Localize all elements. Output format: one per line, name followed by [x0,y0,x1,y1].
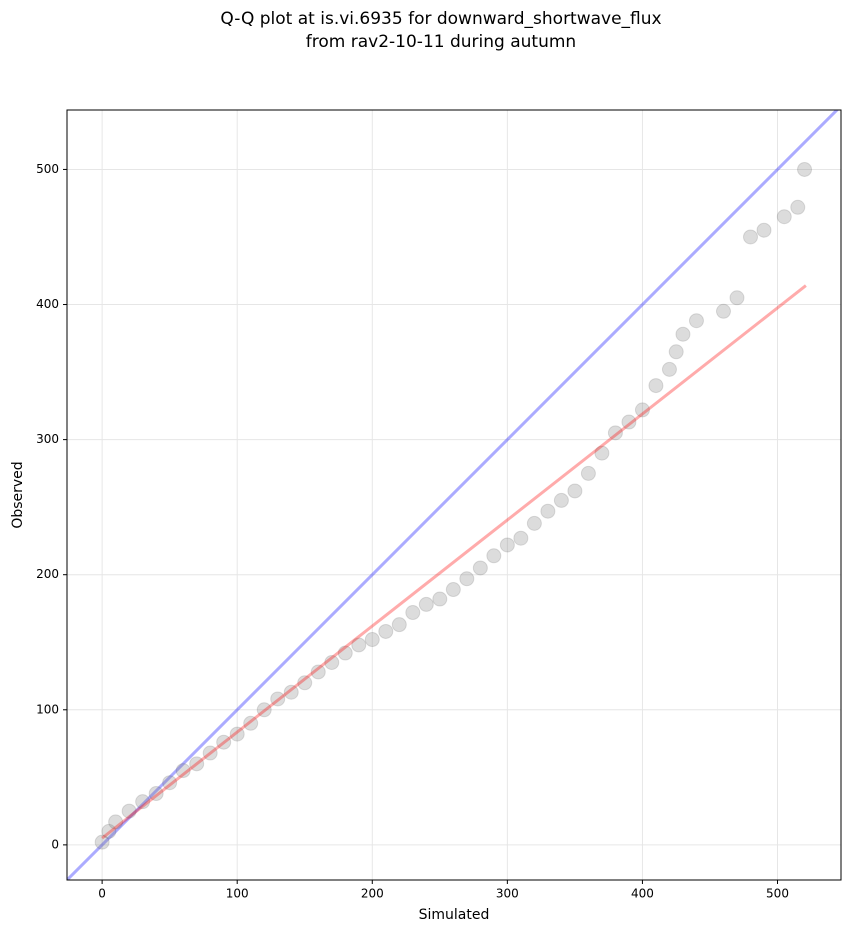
point [243,715,259,731]
point [310,664,326,680]
point [148,786,164,802]
x-tick-label: 0 [98,887,106,901]
point [283,684,299,700]
y-axis-label: Observed [10,461,26,528]
fit-line [101,284,807,840]
point [729,290,745,306]
point [540,503,556,519]
point [445,582,461,598]
point [513,530,529,546]
point [797,161,813,177]
y-tick-label: 200 [36,567,59,581]
point [499,537,515,553]
point [790,199,806,215]
point [621,414,637,430]
point [405,605,421,621]
chart-title: Q-Q plot at is.vi.6935 for downward_shor… [220,9,661,29]
point [553,492,569,508]
point [256,702,272,718]
x-tick-label: 400 [631,887,654,901]
x-tick-label: 300 [496,887,519,901]
point [337,645,353,661]
point [594,445,610,461]
point [324,655,340,671]
point [121,803,137,819]
point [216,734,232,750]
point [526,515,542,531]
point [175,763,191,779]
y-tick-label: 400 [36,297,59,311]
x-tick-label: 200 [361,887,384,901]
y-tick-label: 300 [36,432,59,446]
x-tick-label: 100 [226,887,249,901]
x-axis-label: Simulated [419,907,490,923]
point [607,425,623,441]
point [675,326,691,342]
point [418,596,434,612]
point [108,814,124,830]
plot-area [67,110,841,880]
point [135,794,151,810]
point [432,591,448,607]
point [715,303,731,319]
point [688,313,704,329]
point [486,548,502,564]
point [229,726,245,742]
point [648,378,664,394]
point [297,675,313,691]
point [189,756,205,772]
point [459,571,475,587]
point [668,344,684,360]
point [378,623,394,639]
point [162,775,178,791]
point [634,402,650,418]
point [661,361,677,377]
point [270,691,286,707]
point [364,632,380,648]
point [101,823,117,839]
point [94,834,110,850]
point [351,637,367,653]
point [472,560,488,576]
x-tick-label: 500 [766,887,789,901]
chart-subtitle: from rav2-10-11 during autumn [306,32,576,52]
point [202,745,218,761]
axes-frame [66,109,842,881]
y-tick-label: 500 [36,162,59,176]
point [742,229,758,245]
y-tick-label: 100 [36,702,59,716]
identity-line [67,110,840,880]
y-tick-label: 0 [51,837,59,851]
point [580,465,596,481]
point [776,209,792,225]
point [756,222,772,238]
point [567,483,583,499]
point [391,617,407,633]
